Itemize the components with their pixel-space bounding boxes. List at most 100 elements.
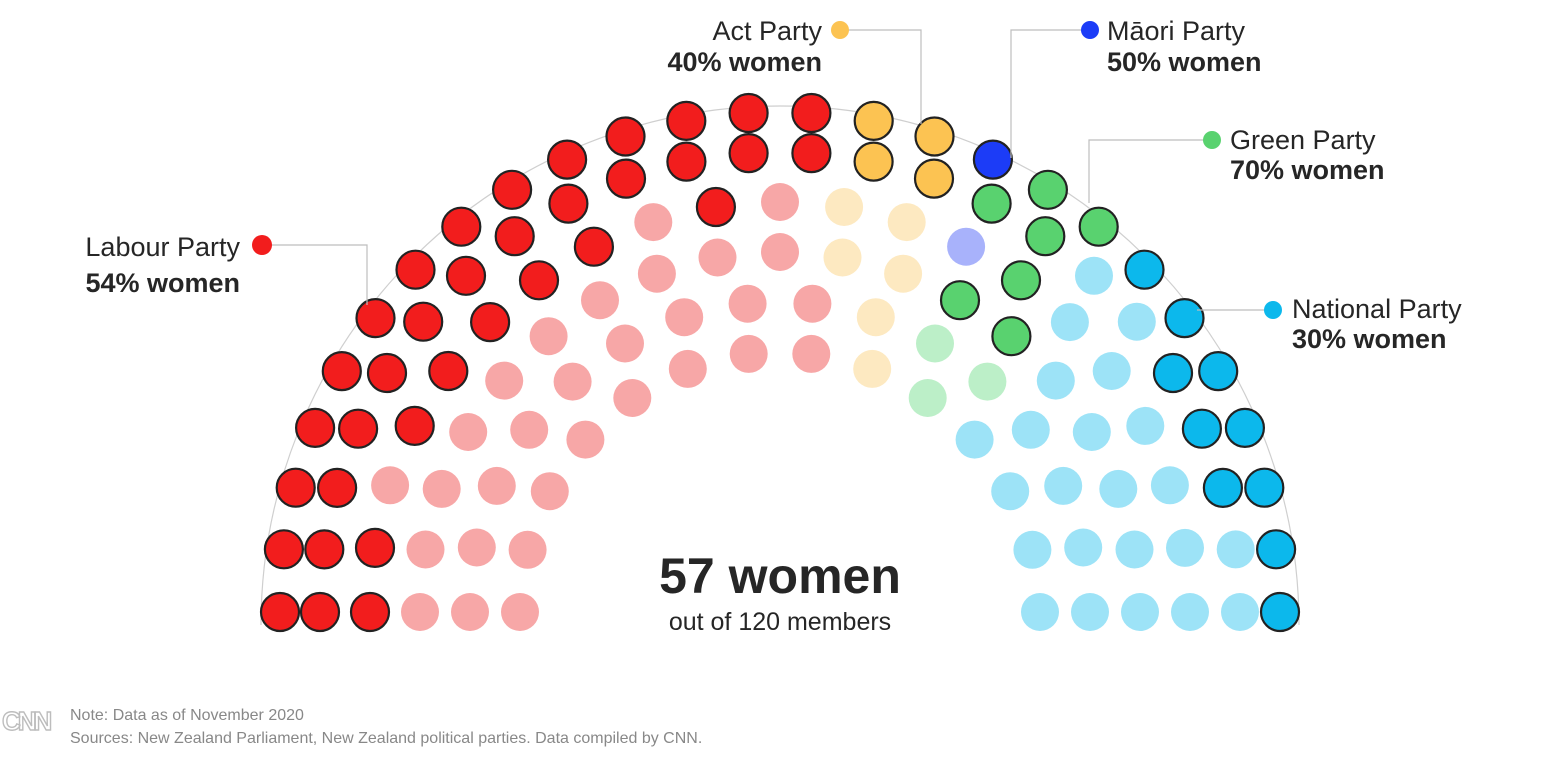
labour-seat <box>406 530 445 569</box>
act-name: Act Party <box>712 16 822 46</box>
footer-note: Note: Data as of November 2020 <box>70 707 304 724</box>
labour-woman-seat <box>573 226 615 267</box>
seat-dots <box>259 92 1301 633</box>
national-woman-seat <box>1164 298 1205 339</box>
labour-woman-seat <box>605 158 647 199</box>
national-seat <box>1071 593 1109 631</box>
labour-woman-seat <box>666 141 707 182</box>
labour-seat <box>668 349 707 388</box>
labour-seat <box>485 361 524 400</box>
act-seat <box>884 254 923 293</box>
green-woman-seat <box>971 183 1012 224</box>
national-woman-seat <box>1202 467 1244 508</box>
national-seat <box>1064 528 1103 567</box>
act-woman-seat <box>853 100 894 142</box>
labour-seat <box>613 379 652 417</box>
labour-seat <box>530 472 569 511</box>
labour-seat <box>371 466 410 505</box>
labour-woman-seat <box>518 260 560 301</box>
labour-woman-seat <box>338 408 379 449</box>
footer-sources: Sources: New Zealand Parliament, New Zea… <box>70 730 703 747</box>
labour-seat <box>634 203 673 242</box>
national-woman-seat <box>1152 352 1194 394</box>
labour-seat <box>566 420 605 459</box>
maori-leader-line <box>1010 29 1082 158</box>
labour-woman-seat <box>428 350 469 392</box>
labour-seat <box>553 362 592 401</box>
labour-woman-seat <box>299 591 341 633</box>
labour-woman-seat <box>445 255 487 296</box>
labour-seat <box>422 469 461 508</box>
labour-woman-seat <box>548 183 589 224</box>
national-seat <box>1126 406 1165 445</box>
act-woman-seat <box>853 141 894 182</box>
act-seat <box>887 203 926 242</box>
national-woman-seat <box>1244 467 1285 508</box>
labour-seat <box>477 466 516 505</box>
labour-woman-seat <box>295 407 336 448</box>
act-woman-seat <box>913 158 955 199</box>
act-seat <box>823 238 862 277</box>
act-pct: 40% women <box>667 47 822 77</box>
national-seat <box>1011 410 1050 449</box>
labour-legend-dot <box>252 235 272 255</box>
labour-seat <box>793 284 832 323</box>
green-woman-seat <box>1078 206 1119 247</box>
green-seat <box>968 362 1007 401</box>
labour-name: Labour Party <box>85 232 240 262</box>
labour-woman-seat <box>728 92 769 134</box>
labour-seat <box>451 593 489 631</box>
labour-seat <box>606 324 644 363</box>
maori-seat <box>947 227 986 266</box>
labour-woman-seat <box>728 133 769 174</box>
national-seat <box>955 420 994 459</box>
green-legend-dot <box>1203 131 1221 149</box>
maori-legend-dot <box>1081 21 1099 39</box>
labour-leader-line <box>262 244 368 305</box>
labour-seat <box>729 334 768 373</box>
labour-woman-seat <box>263 529 304 570</box>
total-members: out of 120 members <box>669 608 891 636</box>
labour-woman-seat <box>355 298 396 339</box>
national-seat <box>1044 466 1083 505</box>
labour-woman-seat <box>403 301 444 342</box>
green-name: Green Party <box>1230 125 1376 155</box>
labour-woman-seat <box>695 186 737 228</box>
green-woman-seat <box>1027 169 1069 210</box>
labour-woman-seat <box>366 352 408 394</box>
labour-seat <box>449 413 488 451</box>
national-woman-seat <box>1224 407 1266 448</box>
national-seat <box>1117 302 1156 341</box>
labour-woman-seat <box>605 116 646 157</box>
green-leader-line <box>1088 139 1204 203</box>
labour-seat <box>761 233 799 271</box>
national-seat <box>1075 256 1113 295</box>
labour-woman-seat <box>395 249 436 290</box>
national-seat <box>1216 530 1255 569</box>
national-seat <box>1150 466 1189 505</box>
labour-woman-seat <box>666 100 707 142</box>
national-woman-seat <box>1255 529 1297 570</box>
national-seat <box>991 472 1030 511</box>
labour-woman-seat <box>354 527 396 569</box>
act-legend-dot <box>831 21 849 39</box>
labour-woman-seat <box>394 405 435 446</box>
national-seat <box>1072 413 1111 451</box>
labour-woman-seat <box>275 467 316 508</box>
labour-seat <box>698 238 737 277</box>
labour-woman-seat <box>304 529 345 570</box>
labour-seat <box>728 284 767 323</box>
labour-woman-seat <box>791 92 832 134</box>
national-woman-seat <box>1198 351 1239 392</box>
national-woman-seat <box>1259 591 1301 633</box>
labour-woman-seat <box>317 467 358 508</box>
national-name: National Party <box>1292 294 1462 324</box>
national-woman-seat <box>1124 249 1165 290</box>
labour-seat <box>637 254 676 293</box>
labour-seat <box>508 530 547 569</box>
green-seat <box>908 379 947 417</box>
national-seat <box>1050 303 1089 342</box>
total-women: 57 women <box>659 548 901 604</box>
labour-seat <box>510 410 549 449</box>
